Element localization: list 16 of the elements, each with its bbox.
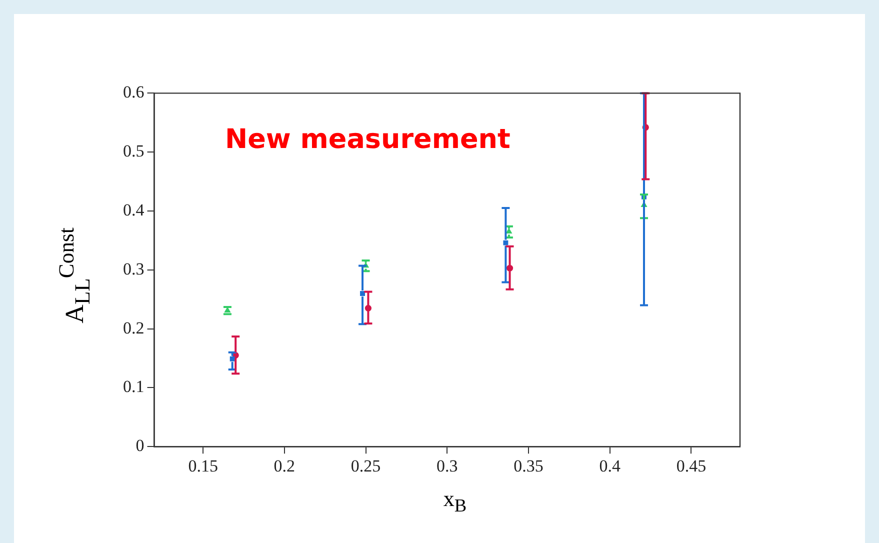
y-tick-label: 0 xyxy=(136,436,144,456)
y-tick-label: 0.6 xyxy=(123,82,144,102)
x-tick-label: 0.25 xyxy=(350,456,381,476)
annotation: New measurement xyxy=(225,124,510,155)
y-tick-label: 0.1 xyxy=(123,377,144,396)
x-axis-title: x$_{B}$ xyxy=(442,486,468,516)
x-tick-label: 0.3 xyxy=(436,456,458,476)
y-tick-label: 0.5 xyxy=(123,142,144,161)
x-tick-label: 0.4 xyxy=(599,456,621,476)
x-tick-label: 0.35 xyxy=(514,456,544,476)
x-tick-label: 0.15 xyxy=(188,456,218,476)
y-tick-label: 0.3 xyxy=(123,259,144,278)
x-tick-label: 0.2 xyxy=(274,456,296,476)
y-tick-label: 0.2 xyxy=(123,318,144,338)
y-tick-label: 0.4 xyxy=(123,200,145,220)
x-tick-label: 0.45 xyxy=(676,456,706,476)
